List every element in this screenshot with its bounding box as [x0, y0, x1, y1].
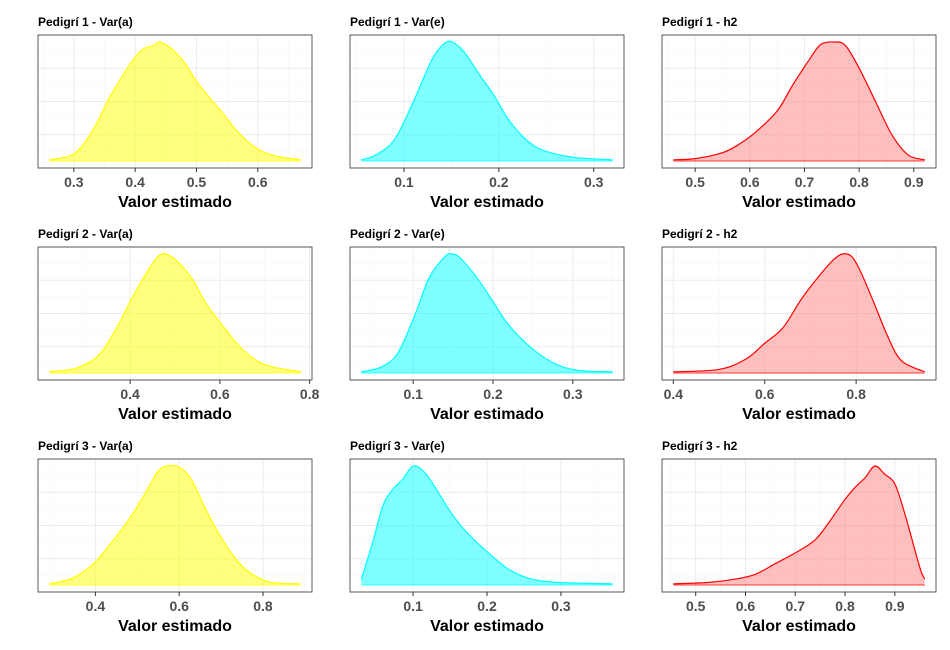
panel-title: Pedigrí 2 - h2	[662, 227, 738, 241]
x-tick-label: 0.8	[846, 386, 866, 402]
density-panel-4: Pedigrí 2 - Var(a) 0.4 0.6 0.8 Valor estimad…	[37, 227, 320, 423]
density-line	[360, 465, 613, 585]
x-tick-label: 0.2	[489, 174, 509, 190]
panel-border	[349, 34, 625, 169]
panel-title: Pedigrí 2 - Var(a)	[38, 227, 133, 241]
density-panel-6: Pedigrí 2 - h2 0.4 0.6 0.8 Valor estimado	[661, 227, 937, 423]
x-tick-label: 0.6	[736, 598, 756, 614]
x-axis-label: Valor estimado	[118, 406, 232, 423]
density-area	[673, 465, 925, 585]
x-tick-label: 0.9	[885, 598, 905, 614]
density-area	[361, 41, 613, 161]
x-axis-label: Valor estimado	[118, 618, 232, 635]
panel-border	[661, 458, 937, 593]
x-tick-label: 0.6	[740, 174, 760, 190]
density-line	[361, 252, 613, 373]
x-tick-label: 0.5	[686, 598, 706, 614]
x-tick-label: 0.5	[187, 174, 207, 190]
density-line	[673, 41, 925, 161]
panel-title: Pedigrí 3 - Var(a)	[38, 439, 133, 453]
x-tick-label: 0.4	[120, 386, 140, 402]
x-tick-label: 0.5	[685, 174, 705, 190]
x-tick-label: 0.6	[210, 386, 230, 402]
x-tick-label: 0.4	[86, 598, 106, 614]
panel-border	[661, 246, 937, 381]
density-panel-2: Pedigrí 1 - Var(e) 0.1 0.2 0.3 Valor estimad…	[349, 15, 625, 211]
density-line	[361, 40, 613, 161]
x-tick-label: 0.7	[786, 598, 806, 614]
density-area	[361, 465, 613, 585]
x-tick-label: 0.8	[253, 598, 273, 614]
x-tick-label: 0.8	[835, 598, 855, 614]
panel-title: Pedigrí 3 - h2	[662, 439, 738, 453]
density-panel-1: Pedigrí 1 - Var(a) 0.3 0.4 0.5 0.6 Valor esti…	[37, 15, 313, 211]
x-tick-label: 0.1	[403, 386, 423, 402]
x-tick-label: 0.6	[755, 386, 775, 402]
x-tick-label: 0.6	[169, 598, 189, 614]
panel-title: Pedigrí 2 - Var(e)	[350, 227, 445, 241]
x-axis-label: Valor estimado	[430, 618, 544, 635]
density-panel-5: Pedigrí 2 - Var(e) 0.1 0.2 0.3 Valor estimad…	[349, 227, 625, 423]
panel-border	[37, 246, 313, 381]
x-axis-label: Valor estimado	[742, 618, 856, 635]
density-area	[673, 253, 925, 373]
x-tick-label: 0.8	[300, 386, 320, 402]
x-axis-label: Valor estimado	[118, 194, 232, 211]
x-tick-label: 0.1	[394, 174, 414, 190]
x-tick-label: 0.3	[551, 598, 571, 614]
panel-border	[349, 246, 625, 381]
x-axis-label: Valor estimado	[742, 406, 856, 423]
panel-border	[37, 458, 313, 593]
density-line	[673, 465, 926, 585]
x-axis-label: Valor estimado	[430, 406, 544, 423]
panel-border	[37, 34, 313, 169]
panel-title: Pedigrí 3 - Var(e)	[350, 439, 445, 453]
x-tick-label: 0.6	[248, 174, 268, 190]
x-tick-label: 0.4	[664, 386, 684, 402]
density-area	[361, 253, 613, 373]
x-tick-label: 0.9	[904, 174, 924, 190]
x-axis-label: Valor estimado	[742, 194, 856, 211]
density-line	[49, 464, 301, 585]
x-tick-label: 0.4	[125, 174, 145, 190]
density-area	[49, 253, 301, 373]
x-tick-label: 0.3	[584, 174, 604, 190]
density-line	[49, 252, 301, 373]
density-area	[673, 41, 925, 161]
x-tick-label: 0.7	[795, 174, 815, 190]
x-axis-label: Valor estimado	[430, 194, 544, 211]
x-tick-label: 0.2	[483, 386, 503, 402]
density-panel-7: Pedigrí 3 - Var(a) 0.4 0.6 0.8 Valor estimad…	[37, 439, 313, 635]
density-area	[49, 465, 301, 585]
panel-title: Pedigrí 1 - Var(e)	[350, 15, 445, 29]
density-panel-9: Pedigrí 3 - h2 0.5 0.6 0.7 0.8 0.9 Valor estim…	[661, 439, 937, 635]
x-tick-label: 0.3	[64, 174, 84, 190]
x-tick-label: 0.8	[849, 174, 869, 190]
density-area	[49, 41, 301, 162]
density-line	[673, 253, 925, 373]
panel-title: Pedigrí 1 - h2	[662, 15, 738, 29]
x-tick-label: 0.3	[563, 386, 583, 402]
density-line	[49, 41, 301, 161]
panel-border	[661, 34, 937, 169]
x-tick-label: 0.2	[477, 598, 497, 614]
panel-title: Pedigrí 1 - Var(a)	[38, 15, 133, 29]
density-panel-3: Pedigrí 1 - h2 0.5 0.6 0.7 0.8 0.9 Valor estim…	[661, 15, 937, 211]
x-tick-label: 0.1	[403, 598, 423, 614]
density-panel-8: Pedigrí 3 - Var(e) 0.1 0.2 0.3 Valor estimad…	[349, 439, 625, 635]
